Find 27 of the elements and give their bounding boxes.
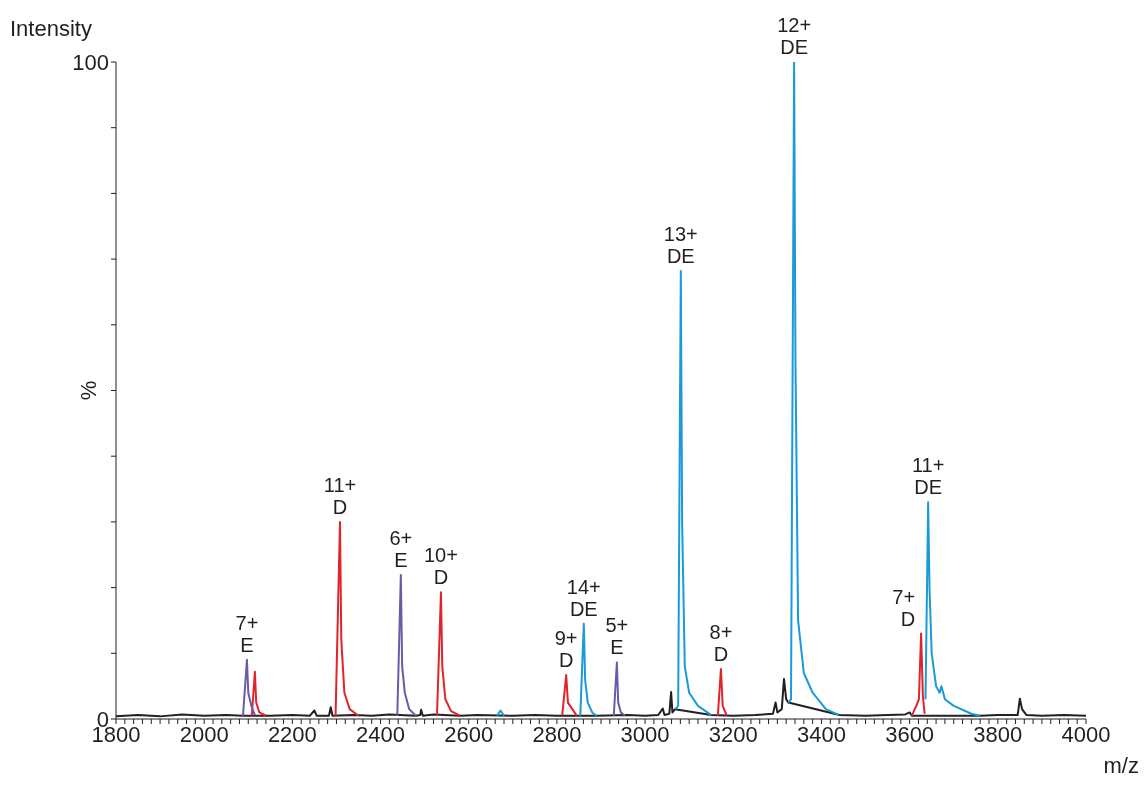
annotation: 11+ DE [911,454,945,499]
x-axis-title: m/z [1103,753,1139,778]
x-tick-label: 2800 [532,721,582,747]
x-tick-label: 2200 [267,721,317,747]
annotation: 11+ D [323,473,357,518]
y-axis-title: % [75,380,101,401]
x-tick-label: 3200 [708,721,758,747]
annotation: 6+ E [389,527,413,572]
x-tick-label: 3600 [885,721,935,747]
x-tick-label: 2000 [179,721,229,747]
text: Intensity [10,16,92,42]
annotation: 10+ D [423,544,458,589]
annotation: 5+ E [605,614,629,659]
annotation: 9+ D [554,626,578,671]
annotation: 14+ DE [566,575,601,620]
annotation: 12+ DE [777,14,812,58]
x-tick-label: 3800 [973,721,1023,747]
y-tick-label: 100 [72,49,109,75]
annotation: 8+ D [709,621,733,666]
annotation: 7+ E [235,611,259,656]
x-tick-label: 4000 [1061,721,1111,747]
x-tick-label: 3400 [796,721,846,747]
x-tick-label: 2400 [356,721,406,747]
annotation: 7+ D [892,585,916,630]
x-tick-label: 3000 [620,721,670,747]
x-tick-label: 2600 [444,721,494,747]
annotation: 13+ DE [663,222,698,267]
